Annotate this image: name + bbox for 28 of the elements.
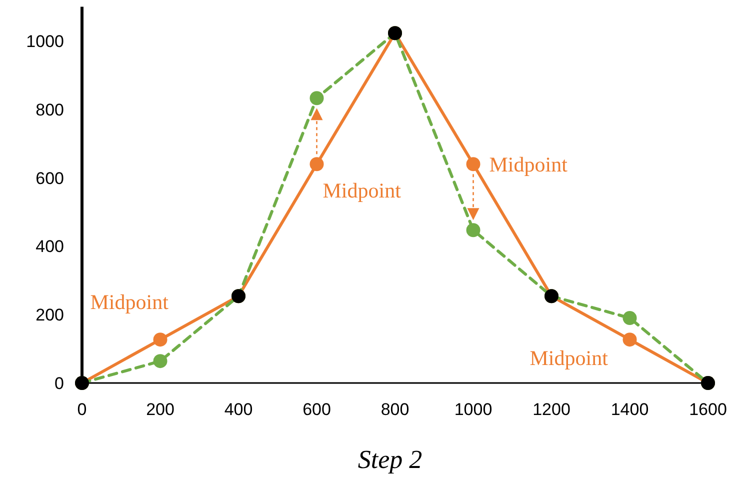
- text: Step 2: [358, 445, 422, 474]
- point: [153, 354, 168, 368]
- annotation: Midpoint: [489, 152, 568, 176]
- y-tick-label: 1000: [26, 32, 64, 51]
- annotation: Midpoint: [90, 290, 169, 314]
- x-tick-label: 0: [77, 400, 87, 419]
- x-tick-label: 800: [380, 400, 410, 419]
- x-tick-label: 200: [146, 400, 174, 419]
- point: [622, 311, 637, 326]
- y-tick-label: 600: [36, 168, 64, 188]
- x-tick-label: 400: [224, 400, 253, 419]
- annotation: Midpoint: [322, 178, 402, 202]
- point: [310, 91, 324, 106]
- x-tick-label: 1000: [454, 400, 492, 419]
- point: [153, 332, 168, 347]
- y-tick-label: 400: [36, 237, 64, 256]
- x-tick-label: 1200: [532, 400, 570, 419]
- point: [622, 332, 637, 347]
- point: [466, 223, 480, 238]
- x-tick-label: 600: [302, 400, 331, 419]
- y-tick-label: 0: [54, 374, 64, 393]
- annotation: Midpoint: [530, 346, 608, 370]
- y-tick-label: 800: [36, 100, 64, 120]
- x-tick-label: 1600: [689, 400, 727, 419]
- x-tick-label: 1400: [610, 400, 649, 419]
- point: [466, 157, 480, 172]
- y-tick-label: 200: [36, 306, 64, 325]
- point: [310, 157, 324, 172]
